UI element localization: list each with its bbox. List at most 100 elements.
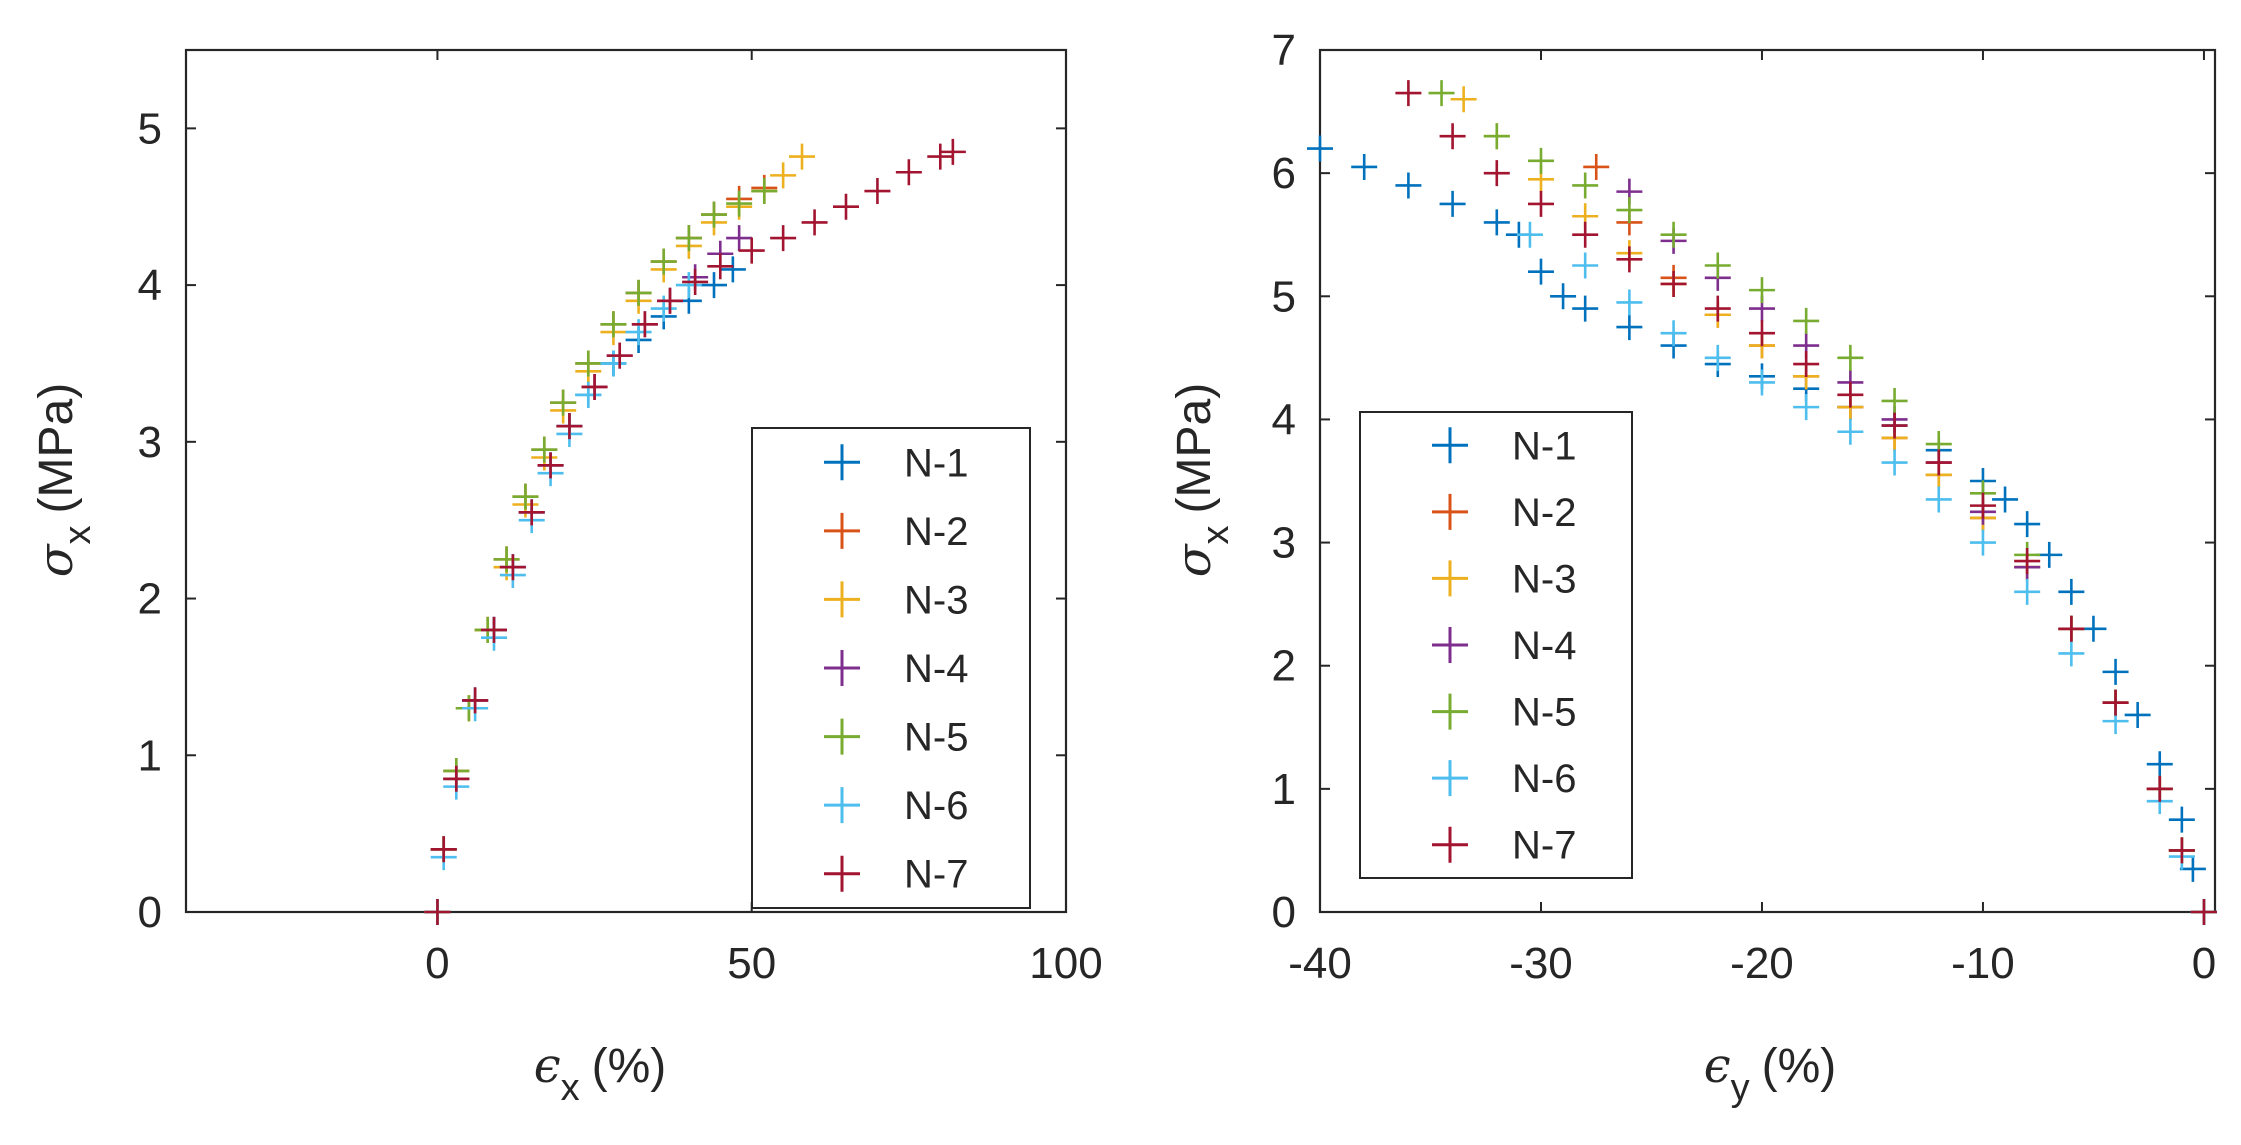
data-point: [1527, 147, 1554, 174]
data-point: [2190, 899, 2217, 925]
plot-area: [1318, 48, 2217, 914]
data-point: [606, 342, 633, 369]
data-point: [657, 287, 683, 314]
data-point: [518, 499, 545, 526]
data-point: [726, 190, 753, 217]
data-point: [1925, 449, 1952, 476]
data-point: [424, 899, 451, 925]
data-point: [556, 413, 583, 440]
y-tick-label: 6: [1272, 149, 1296, 198]
data-point: [499, 554, 526, 581]
legend: N-1 N-2 N-3 N-4 N-5 N-6 N-7: [751, 427, 1031, 909]
x-axis-symbol: ϵ: [1704, 1038, 1731, 1094]
legend-label: N-6: [904, 784, 968, 828]
x-tick-label: -10: [1951, 939, 2015, 988]
data-point: [1439, 123, 1466, 150]
legend-label: N-2: [1512, 491, 1576, 535]
data-point: [1395, 80, 1422, 107]
legend-marker: [1432, 693, 1468, 730]
y-tick-label: 0: [138, 888, 162, 937]
legend-label: N-7: [1512, 824, 1576, 868]
data-point: [1748, 320, 1775, 347]
data-point: [1704, 344, 1731, 371]
data-point: [1307, 135, 1333, 162]
legend-marker: [1432, 560, 1468, 597]
data-point: [1992, 486, 2019, 513]
data-point: [1439, 190, 1466, 217]
x-axis-label: ϵy (%): [1704, 1038, 1837, 1109]
data-point: [927, 143, 954, 170]
legend-label: N-4: [1512, 624, 1576, 668]
data-point: [1616, 314, 1643, 341]
data-point: [2014, 548, 2041, 575]
data-point: [833, 193, 859, 220]
x-tick-label: -40: [1288, 939, 1352, 988]
data-point: [675, 272, 702, 299]
data-point: [1572, 172, 1599, 199]
x-axis-subscript: y: [1731, 1067, 1750, 1109]
y-axis-symbol: σ: [1166, 543, 1222, 577]
data-point: [631, 311, 658, 338]
data-point: [443, 765, 470, 792]
data-point: [1516, 221, 1543, 248]
data-point: [1748, 277, 1775, 304]
legend-label: N-4: [904, 647, 968, 691]
data-point: [1550, 283, 1577, 310]
legend-label: N-3: [1512, 557, 1576, 601]
y-tick-label: 5: [138, 104, 162, 153]
data-point: [1351, 153, 1378, 180]
data-point: [2080, 615, 2107, 642]
series-n-6: [424, 272, 702, 925]
y-tick-label: 4: [138, 261, 162, 310]
data-point: [1483, 209, 1510, 236]
y-tick-label: 0: [1272, 888, 1296, 937]
y-tick-label: 1: [138, 731, 162, 780]
data-point: [2014, 578, 2041, 605]
data-point: [675, 225, 702, 252]
data-point: [1616, 289, 1643, 316]
data-point: [1660, 221, 1687, 248]
y-tick-label: 2: [138, 575, 162, 624]
legend-label: N-5: [904, 716, 968, 760]
legend-box: [751, 427, 1031, 909]
y-tick-label: 2: [1272, 642, 1296, 691]
legend-marker: [1432, 826, 1468, 863]
x-tick-label: 0: [2192, 939, 2216, 988]
data-point: [738, 237, 765, 264]
data-point: [1704, 252, 1731, 279]
data-point: [939, 138, 966, 165]
data-point: [600, 311, 627, 338]
legend-label: N-5: [1512, 691, 1576, 735]
data-point: [2058, 615, 2085, 642]
data-point: [550, 389, 577, 416]
data-point: [1527, 258, 1554, 285]
data-point: [1572, 221, 1599, 248]
x-tick-label: 50: [727, 939, 776, 988]
data-point: [2146, 775, 2173, 802]
series-n-4: [1616, 178, 2217, 925]
data-point: [1483, 123, 1510, 150]
data-point: [1881, 387, 1908, 414]
data-point: [1616, 246, 1643, 273]
data-point: [2124, 701, 2151, 728]
y-tick-label: 5: [1272, 272, 1296, 321]
data-point: [1881, 449, 1908, 476]
x-tick-label: -20: [1730, 939, 1794, 988]
data-point: [2102, 689, 2129, 716]
y-axis-unit: (MPa): [1168, 383, 1221, 514]
y-axis-unit: (MPa): [30, 383, 83, 514]
data-point: [2168, 837, 2195, 864]
data-point: [430, 836, 457, 863]
series-n-7: [424, 138, 966, 925]
data-point: [895, 159, 922, 186]
plot-area: [184, 48, 1068, 914]
data-point: [1969, 492, 1996, 519]
data-point: [481, 616, 507, 643]
series-n-4: [424, 225, 753, 925]
legend-marker: [824, 855, 860, 892]
data-point: [2102, 658, 2129, 685]
data-point: [707, 253, 734, 280]
data-point: [1572, 252, 1599, 279]
